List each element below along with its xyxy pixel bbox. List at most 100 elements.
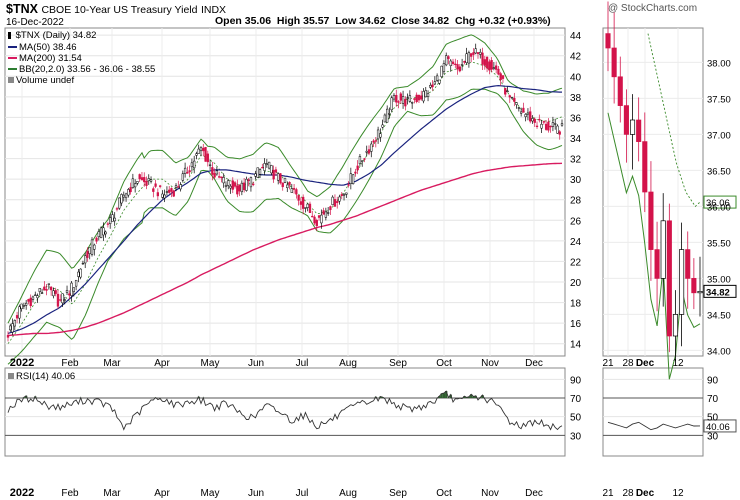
candle-body <box>340 194 343 196</box>
y-tick-label: 32 <box>570 155 582 166</box>
candle-body <box>113 217 116 222</box>
y-tick-label: 40 <box>570 72 582 83</box>
candle-body <box>84 255 87 264</box>
candle-body <box>86 251 89 258</box>
zoom-y-tick-label: 34.00 <box>707 346 731 357</box>
symbol-title: $TNX CBOE 10-Year US Treasury Yield INDX <box>6 2 226 16</box>
candle-body <box>9 325 12 331</box>
candle-body <box>90 239 94 255</box>
candle-body <box>322 210 325 215</box>
candle-body <box>386 108 389 123</box>
candle-body <box>376 129 380 140</box>
candle-body <box>229 185 232 189</box>
candle-body <box>11 323 14 333</box>
legend-symbol: $TNX (Daily) 34.82 <box>8 30 96 41</box>
candle-body <box>417 94 421 101</box>
candle-body <box>136 181 139 184</box>
candle-body <box>440 65 443 77</box>
candle-body <box>363 158 366 160</box>
x-tick-label: Jun <box>248 358 264 369</box>
candle-body <box>124 193 128 199</box>
candle-body <box>542 121 545 123</box>
candle-body <box>165 191 169 193</box>
rsi-x-tick-label: May <box>201 488 220 499</box>
candle-body <box>81 262 85 265</box>
y-tick-label: 14 <box>570 340 582 351</box>
ma50-line <box>7 84 562 334</box>
zoom-candle-body <box>679 249 685 315</box>
y-tick-label: 20 <box>570 278 582 289</box>
date-label: 16-Dec-2022 <box>6 17 64 28</box>
y-tick-label: 44 <box>570 31 582 42</box>
candle-body <box>152 188 155 192</box>
candle-body <box>193 160 196 169</box>
candle-body <box>295 189 298 195</box>
candle-body <box>338 196 341 202</box>
candle-body <box>433 81 437 85</box>
candle-body <box>390 97 393 111</box>
candle-body <box>45 289 48 291</box>
x-tick-label: Sep <box>389 358 407 369</box>
candle-body <box>147 178 150 182</box>
candle-body <box>120 194 123 204</box>
candle-body <box>354 171 357 174</box>
candle-body <box>240 182 244 193</box>
candle-body <box>283 177 287 183</box>
high-value: High 35.57 <box>276 15 330 27</box>
x-tick-label: 2022 <box>10 357 34 369</box>
candle-body <box>501 75 505 79</box>
candle-body <box>297 195 300 201</box>
candle-body <box>304 207 307 209</box>
rsi-y-tick-label: 90 <box>570 375 582 386</box>
candle-body <box>544 123 548 130</box>
candle-body <box>492 67 496 69</box>
candle-body <box>77 271 80 277</box>
candle-body <box>79 268 82 278</box>
candle-body <box>254 173 257 177</box>
candle-body <box>508 95 511 98</box>
candle-body <box>93 244 96 250</box>
candle-body <box>365 150 368 153</box>
candle-body <box>25 302 28 306</box>
candle-body <box>204 146 207 162</box>
candle-body <box>485 56 489 69</box>
rsi-x-tick-label: 2022 <box>10 487 34 499</box>
candle-body <box>122 194 125 198</box>
candle-body <box>208 164 212 166</box>
candle-body <box>342 194 346 196</box>
candle-body <box>95 237 98 242</box>
candle-body <box>6 334 10 338</box>
candle-body <box>329 206 332 210</box>
candle-body <box>347 184 350 186</box>
zoom-candle-body <box>666 220 672 337</box>
zoom-y-tick-label: 37.50 <box>707 94 731 105</box>
candle-body <box>326 212 330 214</box>
zoom-candle-body <box>685 249 691 279</box>
candle-body <box>252 183 255 186</box>
zoom-candle-body <box>611 47 617 78</box>
candle-body <box>481 52 484 65</box>
candle-body <box>277 173 280 181</box>
rsi-value-tag-text: 40.06 <box>706 422 730 433</box>
candle-body <box>529 111 532 122</box>
rsi-x-tick-label: Sep <box>389 488 407 499</box>
candle-body <box>143 177 146 183</box>
x-tick-label: Dec <box>525 358 543 369</box>
candle-body <box>258 169 262 175</box>
candle-body <box>54 290 57 294</box>
candle-body <box>479 51 482 55</box>
candle-body <box>447 56 450 59</box>
candle-body <box>270 165 273 174</box>
candle-body <box>538 118 541 121</box>
candle-body <box>429 85 432 88</box>
symbol: $TNX <box>6 2 38 16</box>
candle-body <box>435 75 439 81</box>
candle-body <box>88 247 91 254</box>
candle-body <box>336 201 339 203</box>
candle-body <box>218 176 221 178</box>
candle-body <box>302 196 305 209</box>
zoom-candle-body <box>648 191 654 250</box>
candle-body <box>56 293 60 307</box>
zoom-candle-body <box>691 278 697 294</box>
candle-body <box>356 165 359 171</box>
